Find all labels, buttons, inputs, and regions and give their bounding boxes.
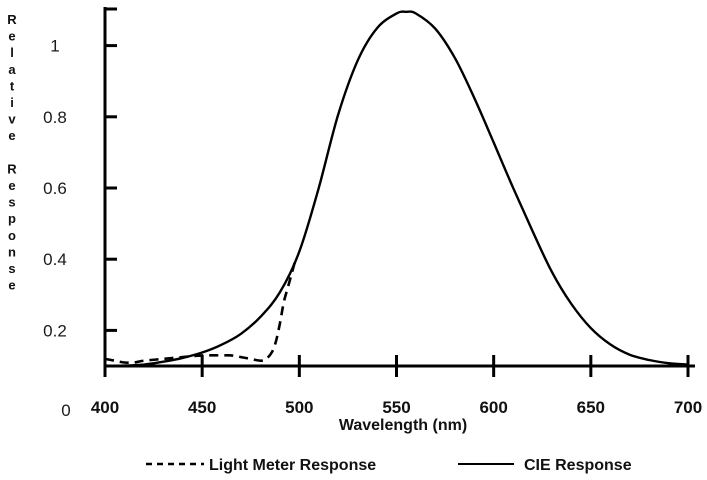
y-axis-label-letter: i [10,95,14,110]
y-axis-label-letter: v [8,112,16,127]
x-tick-labels: 400 450 500 550 600 650 700 [91,398,702,417]
legend: Light Meter Response CIE Response [146,457,632,474]
y-axis-label-letter: a [8,62,16,77]
x-tick-label: 500 [285,398,313,417]
y-axis-label-letter: e [8,29,15,44]
y-axis-label-letter: o [8,228,16,243]
series-layer [105,12,688,366]
y-axis-label-letter: l [10,45,14,60]
series-line-cie [105,12,688,366]
y-axis-label-letter: e [8,178,15,193]
x-axis-label: Wavelength (nm) [339,417,467,434]
y-axis-label-letter: s [8,261,15,276]
y-axis-label-letter: n [8,244,16,259]
legend-label-cie: CIE Response [524,457,632,474]
y-tick-label: 0.6 [43,179,67,198]
x-tick-label: 550 [382,398,410,417]
x-tick-label: 400 [91,398,119,417]
y-axis-label-letter: e [8,278,15,293]
y-axis-label-letter: R [7,12,17,27]
y-axis-label-letter: e [8,128,15,143]
y-tick-labels: 0.2 0.4 0.6 0.8 1 [43,37,67,341]
y-tick-label: 0.8 [43,108,67,127]
y-tick-label: 1 [50,37,59,56]
x-tick-label: 650 [577,398,605,417]
x-tick-label: 450 [188,398,216,417]
axes [105,7,695,366]
y-tick-label: 0.2 [43,321,67,340]
y-axis-label-letter: R [7,161,17,176]
y-axis-label-letter: s [8,195,15,210]
x-tick-label: 700 [674,398,702,417]
y-axis-label-letter: t [10,78,15,93]
origin-label: 0 [61,401,70,420]
legend-label-light-meter: Light Meter Response [209,457,376,474]
x-tick-label: 600 [479,398,507,417]
y-tick-marks [105,9,117,330]
y-tick-label: 0.4 [43,250,67,269]
y-axis-label-letter: p [8,211,16,226]
